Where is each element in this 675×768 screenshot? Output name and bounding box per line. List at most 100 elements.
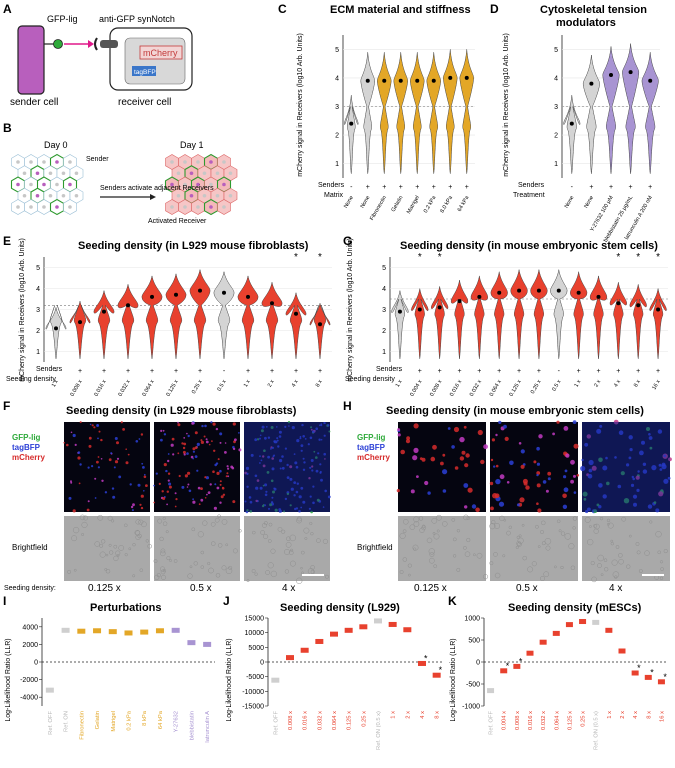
cell-outline <box>618 553 623 558</box>
cell-spot <box>187 483 190 486</box>
violin-mean-dot <box>126 303 130 308</box>
cell-spot <box>302 468 306 471</box>
cell-spot <box>248 496 252 499</box>
cell-outline <box>611 559 618 566</box>
cell-spot <box>552 432 555 436</box>
cell-spot <box>628 435 633 440</box>
cell-spot <box>276 437 279 440</box>
cell-nucleus <box>29 182 33 187</box>
cell-outline <box>128 547 132 551</box>
violin-mean-dot <box>382 78 387 83</box>
cell-outline <box>527 566 534 573</box>
cell-spot <box>518 442 522 445</box>
cell-outline <box>111 519 115 523</box>
cell-nucleus <box>16 182 20 187</box>
cell-outline <box>635 542 640 546</box>
cell-outline <box>655 531 662 538</box>
cell-spot <box>663 478 669 484</box>
cell-spot <box>563 475 567 479</box>
violin-shape <box>393 52 408 174</box>
significance-star: * <box>650 667 654 677</box>
cell-spot <box>153 501 156 504</box>
y-tick-label: 2000 <box>22 642 38 649</box>
cell-spot <box>290 487 294 491</box>
cell-outline <box>217 514 221 518</box>
cell-outline <box>135 519 141 525</box>
cell-outline <box>81 533 85 536</box>
panel-f-ch-gfp: GFP-lig <box>12 433 41 442</box>
tagbfp-box <box>132 66 156 76</box>
panel-letter-e: E <box>3 234 11 248</box>
senders-sign: + <box>246 368 250 375</box>
cell-nucleus <box>68 182 72 187</box>
cell-nucleus <box>189 193 194 198</box>
cell-spot <box>192 500 196 504</box>
cell-spot <box>283 510 286 513</box>
llr-marker <box>644 674 652 680</box>
cell-spot <box>93 426 96 429</box>
cell-spot <box>205 440 209 444</box>
violin-mean-dot <box>616 301 621 306</box>
cell-outline <box>105 553 109 557</box>
cell-spot <box>406 436 410 441</box>
cell-spot <box>522 478 528 484</box>
cell-outline <box>660 567 664 571</box>
significance-star: * <box>636 252 640 263</box>
cell-spot <box>637 470 640 473</box>
cell-outline <box>603 558 608 562</box>
cell-nucleus <box>209 205 213 209</box>
cell-spot <box>300 444 304 447</box>
violin-mean-dot <box>349 121 354 126</box>
panel-h-ch-mcherry: mCherry <box>357 453 390 462</box>
cell-spot <box>183 453 186 456</box>
cell-spot <box>573 491 577 494</box>
cell-spot <box>246 509 249 512</box>
violin-shape <box>450 280 469 359</box>
x-category-label: 0.25 x <box>581 711 587 727</box>
x-category-label: 0.008 x <box>515 711 521 730</box>
cell-nucleus <box>61 171 66 176</box>
cell-spot <box>302 435 306 438</box>
y-tick-label: 1 <box>382 349 386 356</box>
cell-spot <box>270 501 274 504</box>
cell-outline <box>540 576 545 581</box>
cell-spot <box>227 475 230 478</box>
cell-outline <box>560 565 564 570</box>
cell-outline <box>621 516 627 522</box>
cell-spot <box>87 466 90 469</box>
senders-sign: + <box>78 368 82 375</box>
cell-spot <box>86 508 90 512</box>
cell-spot <box>308 477 311 480</box>
day0-label: Day 0 <box>44 140 68 150</box>
panel-f-micrographs <box>63 421 331 584</box>
y-tick-label: 5 <box>36 265 40 272</box>
cell-outline <box>593 528 599 534</box>
cell-nucleus <box>170 205 174 209</box>
cell-spot <box>495 478 501 485</box>
y-tick-label: 1000 <box>464 616 480 623</box>
panel-c-title: ECM material and stiffness <box>330 4 471 16</box>
cell-spot <box>509 460 514 466</box>
senders-sign: + <box>596 368 600 375</box>
x-category-label: Matrigel <box>406 195 421 215</box>
x-category-label: 64 kPa <box>158 710 164 729</box>
y-tick-label: 4 <box>554 75 558 82</box>
cell-outline <box>593 523 598 528</box>
cell-outline <box>541 520 546 526</box>
y-tick-label: 5 <box>335 47 339 54</box>
cell-nucleus <box>16 205 20 209</box>
cell-spot <box>586 434 591 439</box>
violin-mean-dot <box>54 326 58 331</box>
cell-spot <box>205 476 209 480</box>
cell-spot <box>480 459 485 465</box>
cell-spot <box>416 475 419 478</box>
panel-h-micrographs <box>396 419 672 583</box>
cell-spot <box>184 474 188 478</box>
violin-shape <box>344 95 359 174</box>
cell-spot <box>284 447 287 450</box>
x-category-label: 0.125 x <box>347 711 353 730</box>
cell-outline <box>252 530 256 535</box>
cell-spot <box>667 476 671 480</box>
cell-spot <box>174 492 177 495</box>
cell-spot <box>617 484 622 489</box>
